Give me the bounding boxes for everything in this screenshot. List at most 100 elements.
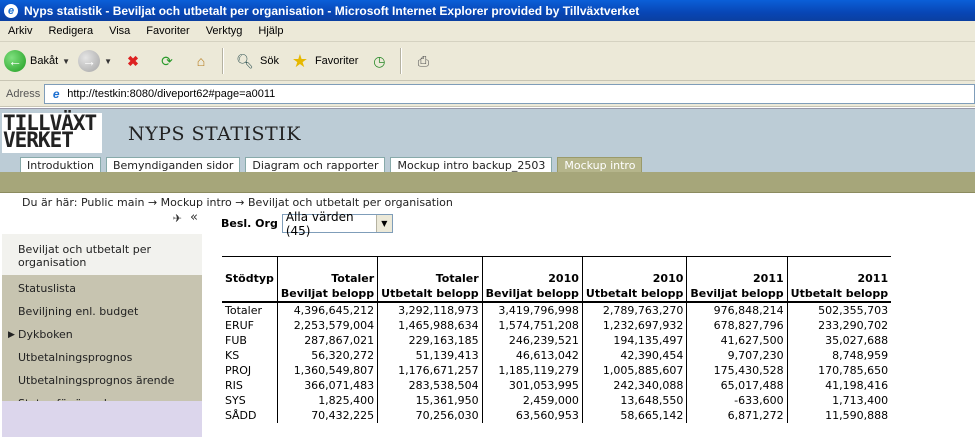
- expand-arrow-icon[interactable]: ▶: [8, 330, 15, 340]
- table-row: FUB 287,867,021 229,163,185 246,239,521 …: [222, 333, 892, 348]
- address-bar: Adress e http://testkin:8080/diveport62#…: [0, 81, 975, 107]
- page-header: TILLVÄXT VERKET NYPS STATISTIK Introdukt…: [0, 108, 975, 173]
- table-cell: 1,232,697,932: [581, 318, 687, 333]
- menu-hjalp[interactable]: Hjälp: [258, 25, 284, 37]
- tab-bemyndiganden-sidor[interactable]: Bemyndiganden sidor: [105, 157, 241, 173]
- window-title: Nyps statistik - Beviljat och utbetalt p…: [24, 3, 640, 18]
- header-divider: [0, 172, 975, 193]
- table-cell: 70,432,225: [276, 408, 378, 423]
- table-cell: 15,361,950: [377, 393, 483, 408]
- forward-button[interactable]: → ▼: [78, 50, 116, 72]
- logo-line2: VERKET: [3, 128, 74, 152]
- table-cell: 35,027,688: [786, 333, 892, 348]
- home-icon[interactable]: ⌂: [196, 53, 206, 69]
- back-dropdown-icon[interactable]: ▼: [62, 56, 71, 66]
- sidebar-item-statuslista[interactable]: Statuslista: [18, 282, 76, 295]
- tab-mockup-intro[interactable]: Mockup intro: [557, 157, 643, 173]
- row-label: PROJ: [222, 363, 278, 378]
- table-cell: 41,198,416: [786, 378, 892, 393]
- tillvaxtverket-logo: TILLVÄXT VERKET: [2, 113, 102, 153]
- search-button[interactable]: 🔍︎ Sök: [232, 50, 279, 72]
- filter-label: Besl. Org: [221, 217, 278, 230]
- table-cell: 1,465,988,634: [377, 318, 483, 333]
- menu-visa[interactable]: Visa: [109, 25, 131, 37]
- table-cell: 1,825,400: [276, 393, 378, 408]
- column-header: 2011: [786, 256, 892, 285]
- column-subheader: Utbetalt belopp: [581, 285, 687, 303]
- tab-diagram-och-rapporter[interactable]: Diagram och rapporter: [245, 157, 386, 173]
- column-header: Totaler: [276, 256, 378, 285]
- tab-bar: Introduktion Bemyndiganden sidor Diagram…: [20, 157, 647, 173]
- history-icon[interactable]: ◷: [373, 52, 386, 69]
- window-titlebar: e Nyps statistik - Beviljat och utbetalt…: [0, 0, 975, 21]
- table-cell: 8,748,959: [786, 348, 892, 363]
- address-url: http://testkin:8080/diveport62#page=a001…: [67, 87, 276, 100]
- table-cell: 42,390,454: [581, 348, 687, 363]
- table-cell: 3,292,118,973: [377, 302, 483, 318]
- pin-icon[interactable]: ✈: [172, 212, 182, 225]
- menu-bar: Arkiv Redigera Visa Favoriter Verktyg Hj…: [0, 21, 975, 42]
- table-cell: 2,253,579,004: [276, 318, 378, 333]
- menu-arkiv[interactable]: Arkiv: [8, 25, 33, 37]
- column-header: 2010: [581, 256, 687, 285]
- column-subheader: Utbetalt belopp: [377, 285, 483, 303]
- toolbar-separator: [400, 48, 403, 74]
- menu-favoriter[interactable]: Favoriter: [146, 25, 190, 37]
- table-cell: 65,017,488: [686, 378, 788, 393]
- table-cell: 1,713,400: [786, 393, 892, 408]
- sidebar-item-dykboken[interactable]: ▶ Dykboken: [2, 325, 202, 344]
- table-cell: 4,396,645,212: [276, 302, 378, 318]
- column-subheader: Beviljat belopp: [276, 285, 378, 303]
- back-button[interactable]: ← Bakåt ▼: [4, 50, 74, 72]
- ie-icon: e: [4, 3, 18, 18]
- table-cell: 2,789,763,270: [581, 302, 687, 318]
- print-icon[interactable]: ⎙: [417, 52, 429, 69]
- menu-verktyg[interactable]: Verktyg: [205, 25, 243, 37]
- table-cell: 233,290,702: [786, 318, 892, 333]
- row-label: SÅDD: [222, 408, 278, 423]
- row-label: Totaler: [222, 302, 278, 318]
- table-row: KS 56,320,272 51,139,413 46,613,042 42,3…: [222, 348, 892, 363]
- table-cell: 287,867,021: [276, 333, 378, 348]
- table-row: PROJ 1,360,549,807 1,176,671,257 1,185,1…: [222, 363, 892, 378]
- table-cell: 1,574,751,208: [481, 318, 583, 333]
- column-subheader: Beviljat belopp: [686, 285, 788, 303]
- row-label: ERUF: [222, 318, 278, 333]
- column-header: Totaler: [377, 256, 483, 285]
- sidebar-item-beviljat-och-utbetalt[interactable]: Beviljat och utbetalt per organisation: [2, 234, 202, 275]
- stop-icon[interactable]: ✖: [127, 52, 139, 69]
- table-cell: 51,139,413: [377, 348, 483, 363]
- besl-org-select[interactable]: Alla värden (45) ▼: [281, 210, 393, 238]
- table-cell: -633,600: [686, 393, 788, 408]
- chevron-down-icon[interactable]: ▼: [375, 215, 392, 232]
- sidebar-item-utbetalningsprognos[interactable]: Utbetalningsprognos: [18, 351, 133, 364]
- page-icon: e: [52, 86, 60, 101]
- tab-introduktion[interactable]: Introduktion: [20, 157, 101, 173]
- collapse-sidebar-icon[interactable]: «: [190, 210, 198, 225]
- table-cell: 58,665,142: [581, 408, 687, 423]
- select-value: Alla värden (45): [285, 209, 354, 238]
- sidebar-item-beviljning-enl-budget[interactable]: Beviljning enl. budget: [18, 305, 139, 318]
- favorites-button[interactable]: ★ Favoriter: [289, 50, 358, 72]
- table-cell: 13,648,550: [581, 393, 687, 408]
- table-cell: 242,340,088: [581, 378, 687, 393]
- sidebar-item-dykboken-label: Dykboken: [18, 328, 73, 341]
- tab-mockup-intro-backup[interactable]: Mockup intro backup_2503: [390, 157, 553, 173]
- refresh-icon[interactable]: ⟳: [161, 52, 173, 69]
- table-cell: 246,239,521: [481, 333, 583, 348]
- forward-arrow-icon: →: [78, 50, 101, 72]
- toolbar-separator: [221, 48, 224, 74]
- table-cell: 6,871,272: [686, 408, 788, 423]
- sidebar-item-utbetalningsprognos-arende[interactable]: Utbetalningsprognos ärende: [18, 374, 175, 387]
- table-cell: 194,135,497: [581, 333, 687, 348]
- table-cell: 976,848,214: [686, 302, 788, 318]
- forward-dropdown-icon[interactable]: ▼: [104, 56, 112, 66]
- table-row: Totaler 4,396,645,212 3,292,118,973 3,41…: [222, 302, 892, 318]
- search-label: Sök: [259, 55, 279, 67]
- back-arrow-icon: ←: [4, 50, 26, 72]
- address-input[interactable]: e http://testkin:8080/diveport62#page=a0…: [44, 83, 975, 104]
- data-table: Stödtyp Totaler Totaler 2010 2010 2011 2…: [222, 256, 892, 423]
- table-cell: 56,320,272: [276, 348, 378, 363]
- sidebar-controls: ✈ «: [2, 210, 202, 234]
- menu-redigera[interactable]: Redigera: [48, 25, 94, 37]
